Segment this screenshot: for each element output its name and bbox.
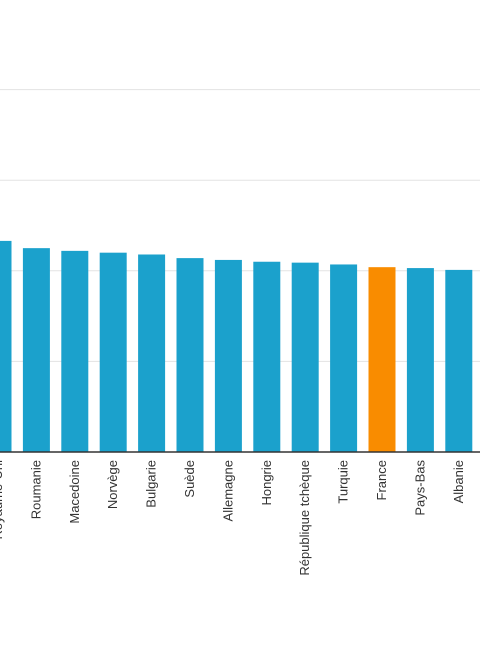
bar-hongrie[interactable] <box>253 261 281 452</box>
x-tick-label: Turquie <box>336 460 351 504</box>
x-tick-label: Bulgarie <box>144 460 159 508</box>
x-tick-label: Suède <box>182 460 197 498</box>
bar-france[interactable] <box>368 267 396 452</box>
bar-r-publique-tch-que[interactable] <box>291 262 319 452</box>
bar-royaume-uni[interactable] <box>0 240 12 452</box>
x-tick-label: Pays-Bas <box>412 460 427 516</box>
x-tick-label: Macedoine <box>67 460 82 524</box>
bar-albanie[interactable] <box>445 269 473 452</box>
x-tick-label: Norvège <box>105 460 120 509</box>
x-tick-label: République tchèque <box>297 460 312 576</box>
x-tick-label: Roumanie <box>28 460 43 519</box>
x-tick-label: Allemagne <box>220 460 235 521</box>
bar-bulgarie[interactable] <box>138 254 166 452</box>
bar-pays-bas[interactable] <box>406 268 434 452</box>
bar-turquie[interactable] <box>330 264 358 452</box>
bar-roumanie[interactable] <box>22 248 50 452</box>
bars <box>0 240 473 452</box>
bar-norv-ge[interactable] <box>99 252 127 452</box>
x-tick-label: Albanie <box>451 460 466 503</box>
x-tick-label: Royaume-Uni <box>0 460 5 540</box>
x-tick-label: Hongrie <box>259 460 274 506</box>
bar-su-de[interactable] <box>176 258 204 452</box>
bar-allemagne[interactable] <box>214 259 242 452</box>
x-tick-labels: Royaume-Uni Roumanie Macedoine Norvège Bulga… <box>0 460 466 576</box>
x-tick-label: France <box>374 460 389 500</box>
bar-macedoine[interactable] <box>61 250 89 452</box>
